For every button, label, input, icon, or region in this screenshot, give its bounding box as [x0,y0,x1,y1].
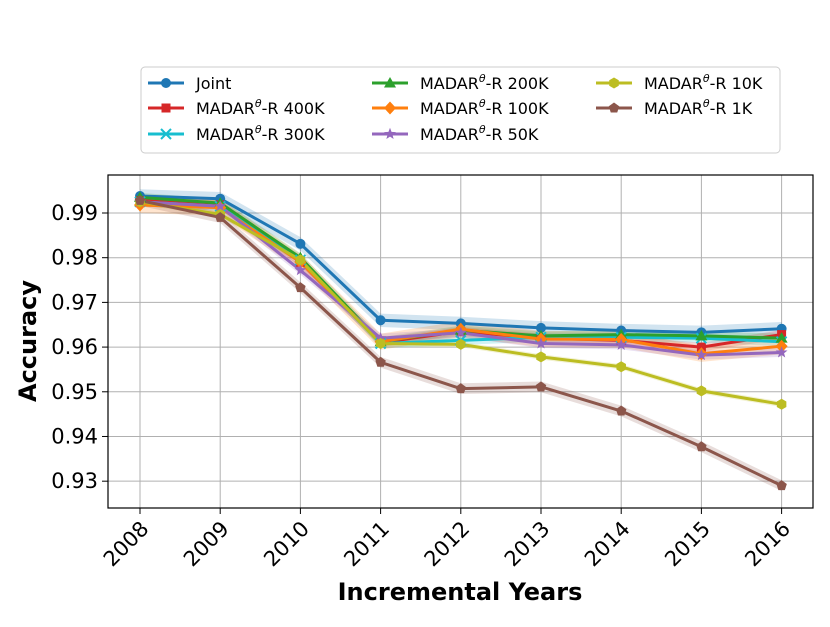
data-point-madartheta-r-1k [696,441,707,452]
data-point-joint [536,322,546,333]
x-tick-label: 2011 [339,517,394,572]
x-axis-ticks: 2008 2009 2010 2011 2012 2013 2014 2015 2016 [99,508,795,571]
data-point-madartheta-r-1k [295,282,306,293]
legend-marker-madartheta-r-300k [160,128,172,140]
legend-marker-madartheta-r-50k [384,127,396,140]
series-markers [134,191,788,491]
data-point-madartheta-r-1k [615,405,627,416]
x-tick-label: 2010 [259,517,314,572]
data-point-madartheta-r-10k [776,398,787,410]
x-tick-label: 2015 [660,517,715,572]
y-tick-label: 0.97 [51,290,98,314]
legend-label-joint: Joint [195,74,231,93]
x-tick-label: 2009 [179,517,234,572]
legend-label-madartheta-r-300k: MADARθ-R 300K [196,123,325,144]
legend-marker-joint [161,78,171,88]
legend-frame [140,66,781,154]
data-point-madartheta-r-1k [214,211,226,222]
y-tick-label: 0.94 [51,424,98,448]
y-axis-ticks: 0.93 0.94 0.95 0.96 0.97 0.98 0.99 [51,201,108,493]
data-point-madartheta-r-50k [535,337,547,349]
y-tick-label: 0.95 [51,380,98,404]
data-point-madartheta-r-1k [134,194,146,205]
y-tick-label: 0.96 [51,335,98,359]
data-point-madartheta-r-10k [295,254,306,266]
data-point-madartheta-r-50k [454,326,467,338]
legend-label-madartheta-r-1k: MADARθ-R 1K [644,97,753,118]
data-point-madartheta-r-10k [536,351,546,363]
x-tick-label: 2012 [420,517,475,572]
legend-marker-madartheta-r-400k [161,103,171,113]
y-tick-label: 0.99 [51,201,98,225]
data-point-madartheta-r-10k [616,361,626,373]
legend-marker-madartheta-r-1k [608,102,620,113]
data-point-madartheta-r-10k [375,338,386,350]
legend-label-madartheta-r-200k: MADARθ-R 200K [420,72,549,93]
y-tick-label: 0.98 [51,246,98,270]
data-point-madartheta-r-10k [696,385,707,397]
legend-label-madartheta-r-400k: MADARθ-R 400K [196,97,325,118]
x-axis-title: Incremental Years [338,578,583,606]
legend-label-madartheta-r-100k: MADARθ-R 100K [420,97,549,118]
legend-label-madartheta-r-10k: MADARθ-R 10K [644,72,763,93]
x-tick-label: 2014 [580,517,635,572]
data-point-madartheta-r-1k [535,381,547,392]
data-point-madartheta-r-50k [294,264,307,276]
legend-marker-madartheta-r-300k-stroke [160,128,172,140]
data-point-madartheta-r-1k [776,480,787,491]
data-point-madartheta-r-10k [456,338,466,350]
data-point-joint [295,238,306,249]
data-point-madartheta-r-1k [375,356,386,367]
data-point-joint [375,315,386,326]
data-point-madartheta-r-50k [695,348,708,361]
data-point-madartheta-r-50k [214,200,227,212]
legend: Joint MADARθ-R 400K MADARθ-R 300K MADARθ-R … [140,66,781,154]
data-point-madartheta-r-1k [455,383,467,394]
data-point-madartheta-r-400k [696,342,706,352]
data-point-madartheta-r-200k [695,329,708,341]
legend-marker-madartheta-r-10k [609,77,619,89]
data-point-madartheta-r-50k [615,338,628,350]
x-tick-label: 2013 [500,517,555,572]
legend-marker-madartheta-r-200k [384,77,396,88]
x-tick-label: 2008 [99,517,154,572]
data-point-madartheta-r-200k [775,332,788,343]
y-tick-label: 0.93 [51,469,98,493]
x-tick-label: 2016 [740,517,795,572]
data-point-madartheta-r-50k [374,331,387,344]
legend-label-madartheta-r-50k: MADARθ-R 50K [420,123,539,144]
data-point-madartheta-r-50k [775,346,788,358]
y-axis-title: Accuracy [14,280,42,402]
data-point-madartheta-r-100k [775,339,788,353]
legend-marker-madartheta-r-100k [384,101,396,115]
